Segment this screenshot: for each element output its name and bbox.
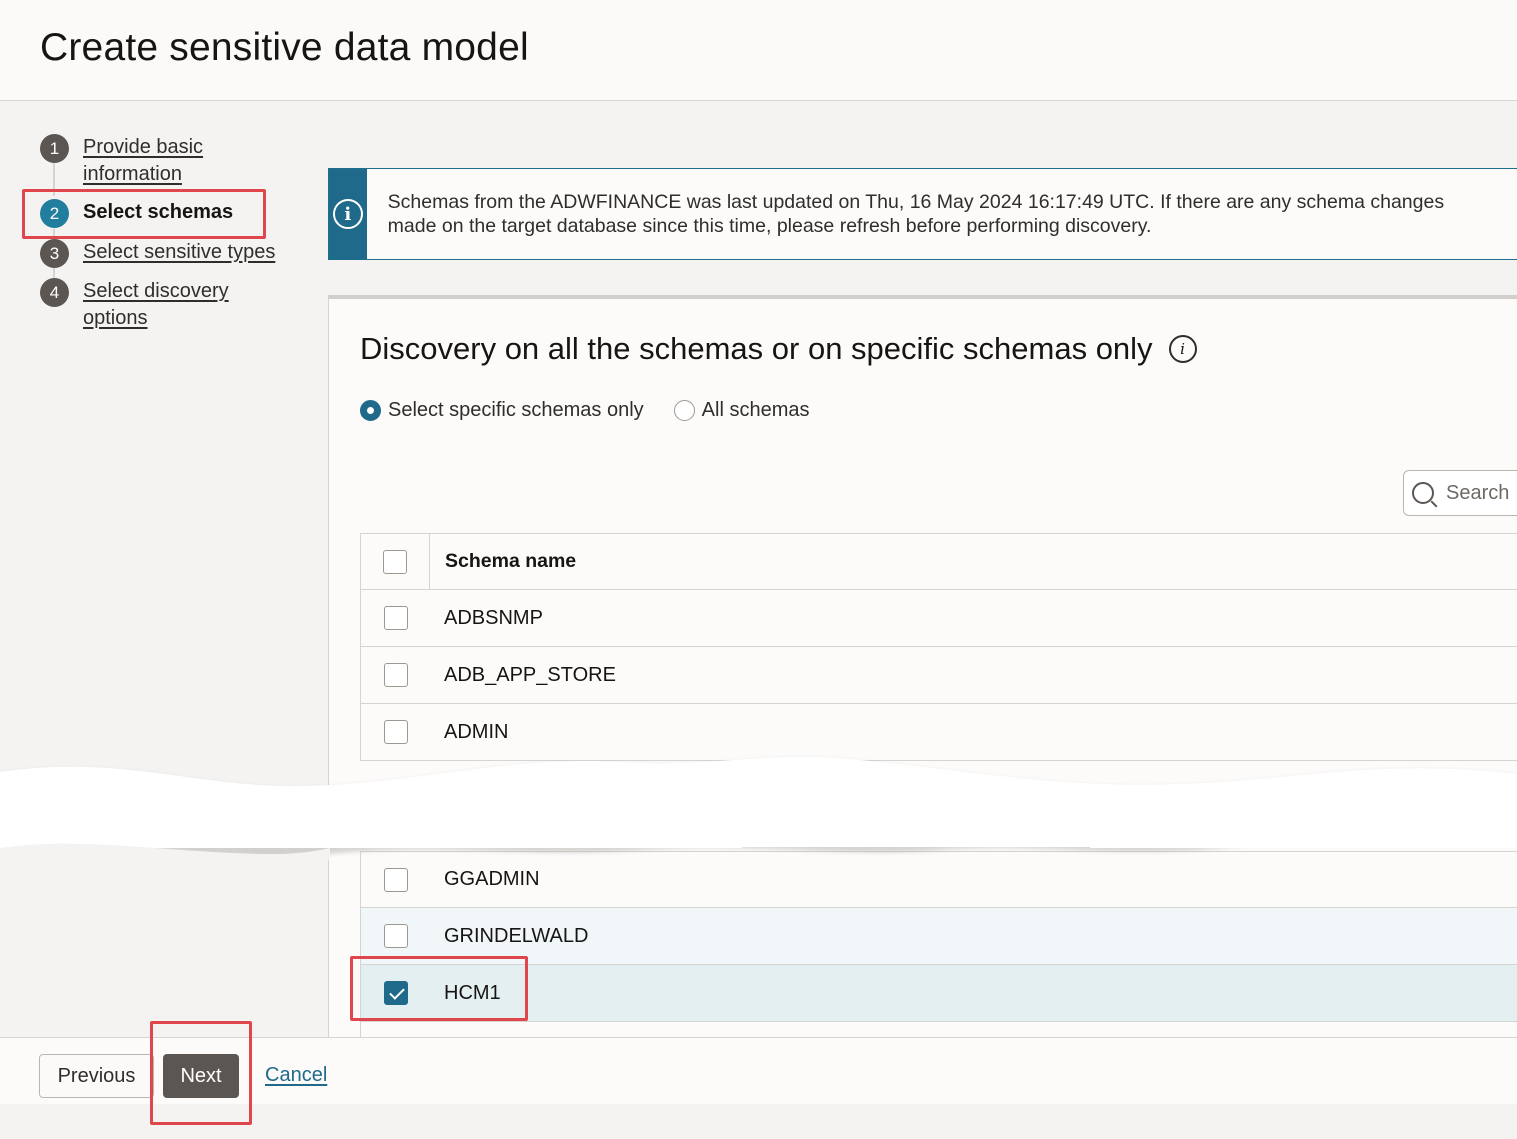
step-number: 3: [40, 239, 69, 268]
schema-selection-panel: Discovery on all the schemas or on speci…: [328, 295, 1517, 1042]
schema-table-continued: GGADMIN GRINDELWALD HCM1: [360, 851, 1517, 1042]
search-icon: [1412, 482, 1434, 504]
schema-name-cell: GGADMIN: [444, 868, 540, 890]
step-label[interactable]: Select sensitive types: [83, 241, 276, 263]
schema-name-cell: ADMIN: [444, 720, 509, 743]
schema-table: Schema name ADBSNMP ADB_APP_STORE ADMIN: [360, 533, 1517, 761]
row-check-cell: [360, 852, 430, 907]
radio-option-all-schemas[interactable]: All schemas: [673, 399, 810, 422]
row-check-cell: [360, 908, 430, 964]
discovery-scope-radio-group: Select specific schemas only All schemas: [360, 399, 839, 422]
row-check-cell: [360, 965, 430, 1021]
radio-option-specific-schemas[interactable]: Select specific schemas only: [360, 399, 644, 422]
page-header: Create sensitive data model: [0, 0, 1517, 101]
row-checkbox[interactable]: [383, 663, 408, 687]
step-label: Select schemas: [83, 201, 234, 223]
step-select-sensitive-types[interactable]: 3 Select sensitive types: [40, 239, 275, 268]
cancel-link[interactable]: Cancel: [265, 1064, 328, 1086]
table-row-selected[interactable]: HCM1: [360, 965, 1517, 1022]
schema-name-cell: ADBSNMP: [444, 606, 543, 629]
next-button[interactable]: Next: [163, 1054, 239, 1098]
schema-name-cell: GRINDELWALD: [444, 924, 589, 947]
search-placeholder[interactable]: Search: [1446, 481, 1510, 504]
step-select-discovery-options[interactable]: 4 Select discovery options: [40, 278, 253, 332]
step-number: 4: [40, 278, 69, 307]
wizard-footer: Previous Next Cancel: [0, 1037, 1517, 1104]
table-row[interactable]: ADMIN: [360, 704, 1517, 761]
info-banner: i Schemas from the ADWFINANCE was last u…: [328, 168, 1517, 260]
step-select-schemas: 2 Select schemas: [40, 199, 233, 228]
radio-button[interactable]: [360, 400, 381, 421]
info-banner-text: Schemas from the ADWFINANCE was last upd…: [387, 191, 1445, 237]
step-connector: [53, 163, 55, 196]
schema-name-cell: HCM1: [444, 981, 501, 1004]
search-input[interactable]: Search: [1403, 470, 1517, 516]
table-row[interactable]: ADB_APP_STORE: [360, 647, 1517, 704]
step-connector: [53, 229, 55, 239]
step-number: 2: [40, 199, 69, 228]
info-icon-box: i: [329, 169, 367, 259]
schema-name-cell: ADB_APP_STORE: [444, 663, 616, 686]
previous-button[interactable]: Previous: [39, 1054, 154, 1098]
row-check-cell: [360, 590, 430, 646]
row-checkbox[interactable]: [383, 720, 408, 744]
table-row[interactable]: GGADMIN: [360, 851, 1517, 908]
step-number: 1: [40, 134, 69, 163]
select-all-checkbox[interactable]: [383, 549, 407, 574]
step-provide-basic-information[interactable]: 1 Provide basic information: [40, 134, 233, 188]
row-check-cell: [360, 647, 430, 703]
section-title-text: Discovery on all the schemas or on speci…: [360, 331, 1153, 366]
row-checkbox[interactable]: [383, 924, 408, 948]
radio-label[interactable]: Select specific schemas only: [388, 399, 644, 421]
row-checkbox-checked[interactable]: [383, 981, 408, 1005]
column-header-schema-name[interactable]: Schema name: [445, 550, 577, 572]
row-checkbox[interactable]: [383, 606, 408, 630]
table-row[interactable]: ADBSNMP: [360, 590, 1517, 647]
radio-button[interactable]: [673, 400, 695, 421]
torn-paper-break: [0, 756, 1517, 860]
row-check-cell: [360, 704, 430, 760]
row-checkbox[interactable]: [383, 867, 408, 892]
table-header-row: Schema name: [360, 533, 1517, 590]
section-title: Discovery on all the schemas or on speci…: [360, 331, 1197, 367]
step-label[interactable]: Select discovery options: [83, 280, 229, 329]
select-all-cell: [360, 534, 430, 589]
row-check-cell: [360, 1022, 430, 1042]
step-label[interactable]: Provide basic information: [83, 136, 204, 185]
page-title: Create sensitive data model: [40, 26, 529, 69]
table-row[interactable]: GRINDELWALD: [360, 908, 1517, 965]
info-icon: i: [332, 199, 363, 229]
radio-label[interactable]: All schemas: [701, 399, 810, 421]
step-connector: [53, 268, 55, 278]
help-info-icon[interactable]: i: [1168, 335, 1197, 363]
